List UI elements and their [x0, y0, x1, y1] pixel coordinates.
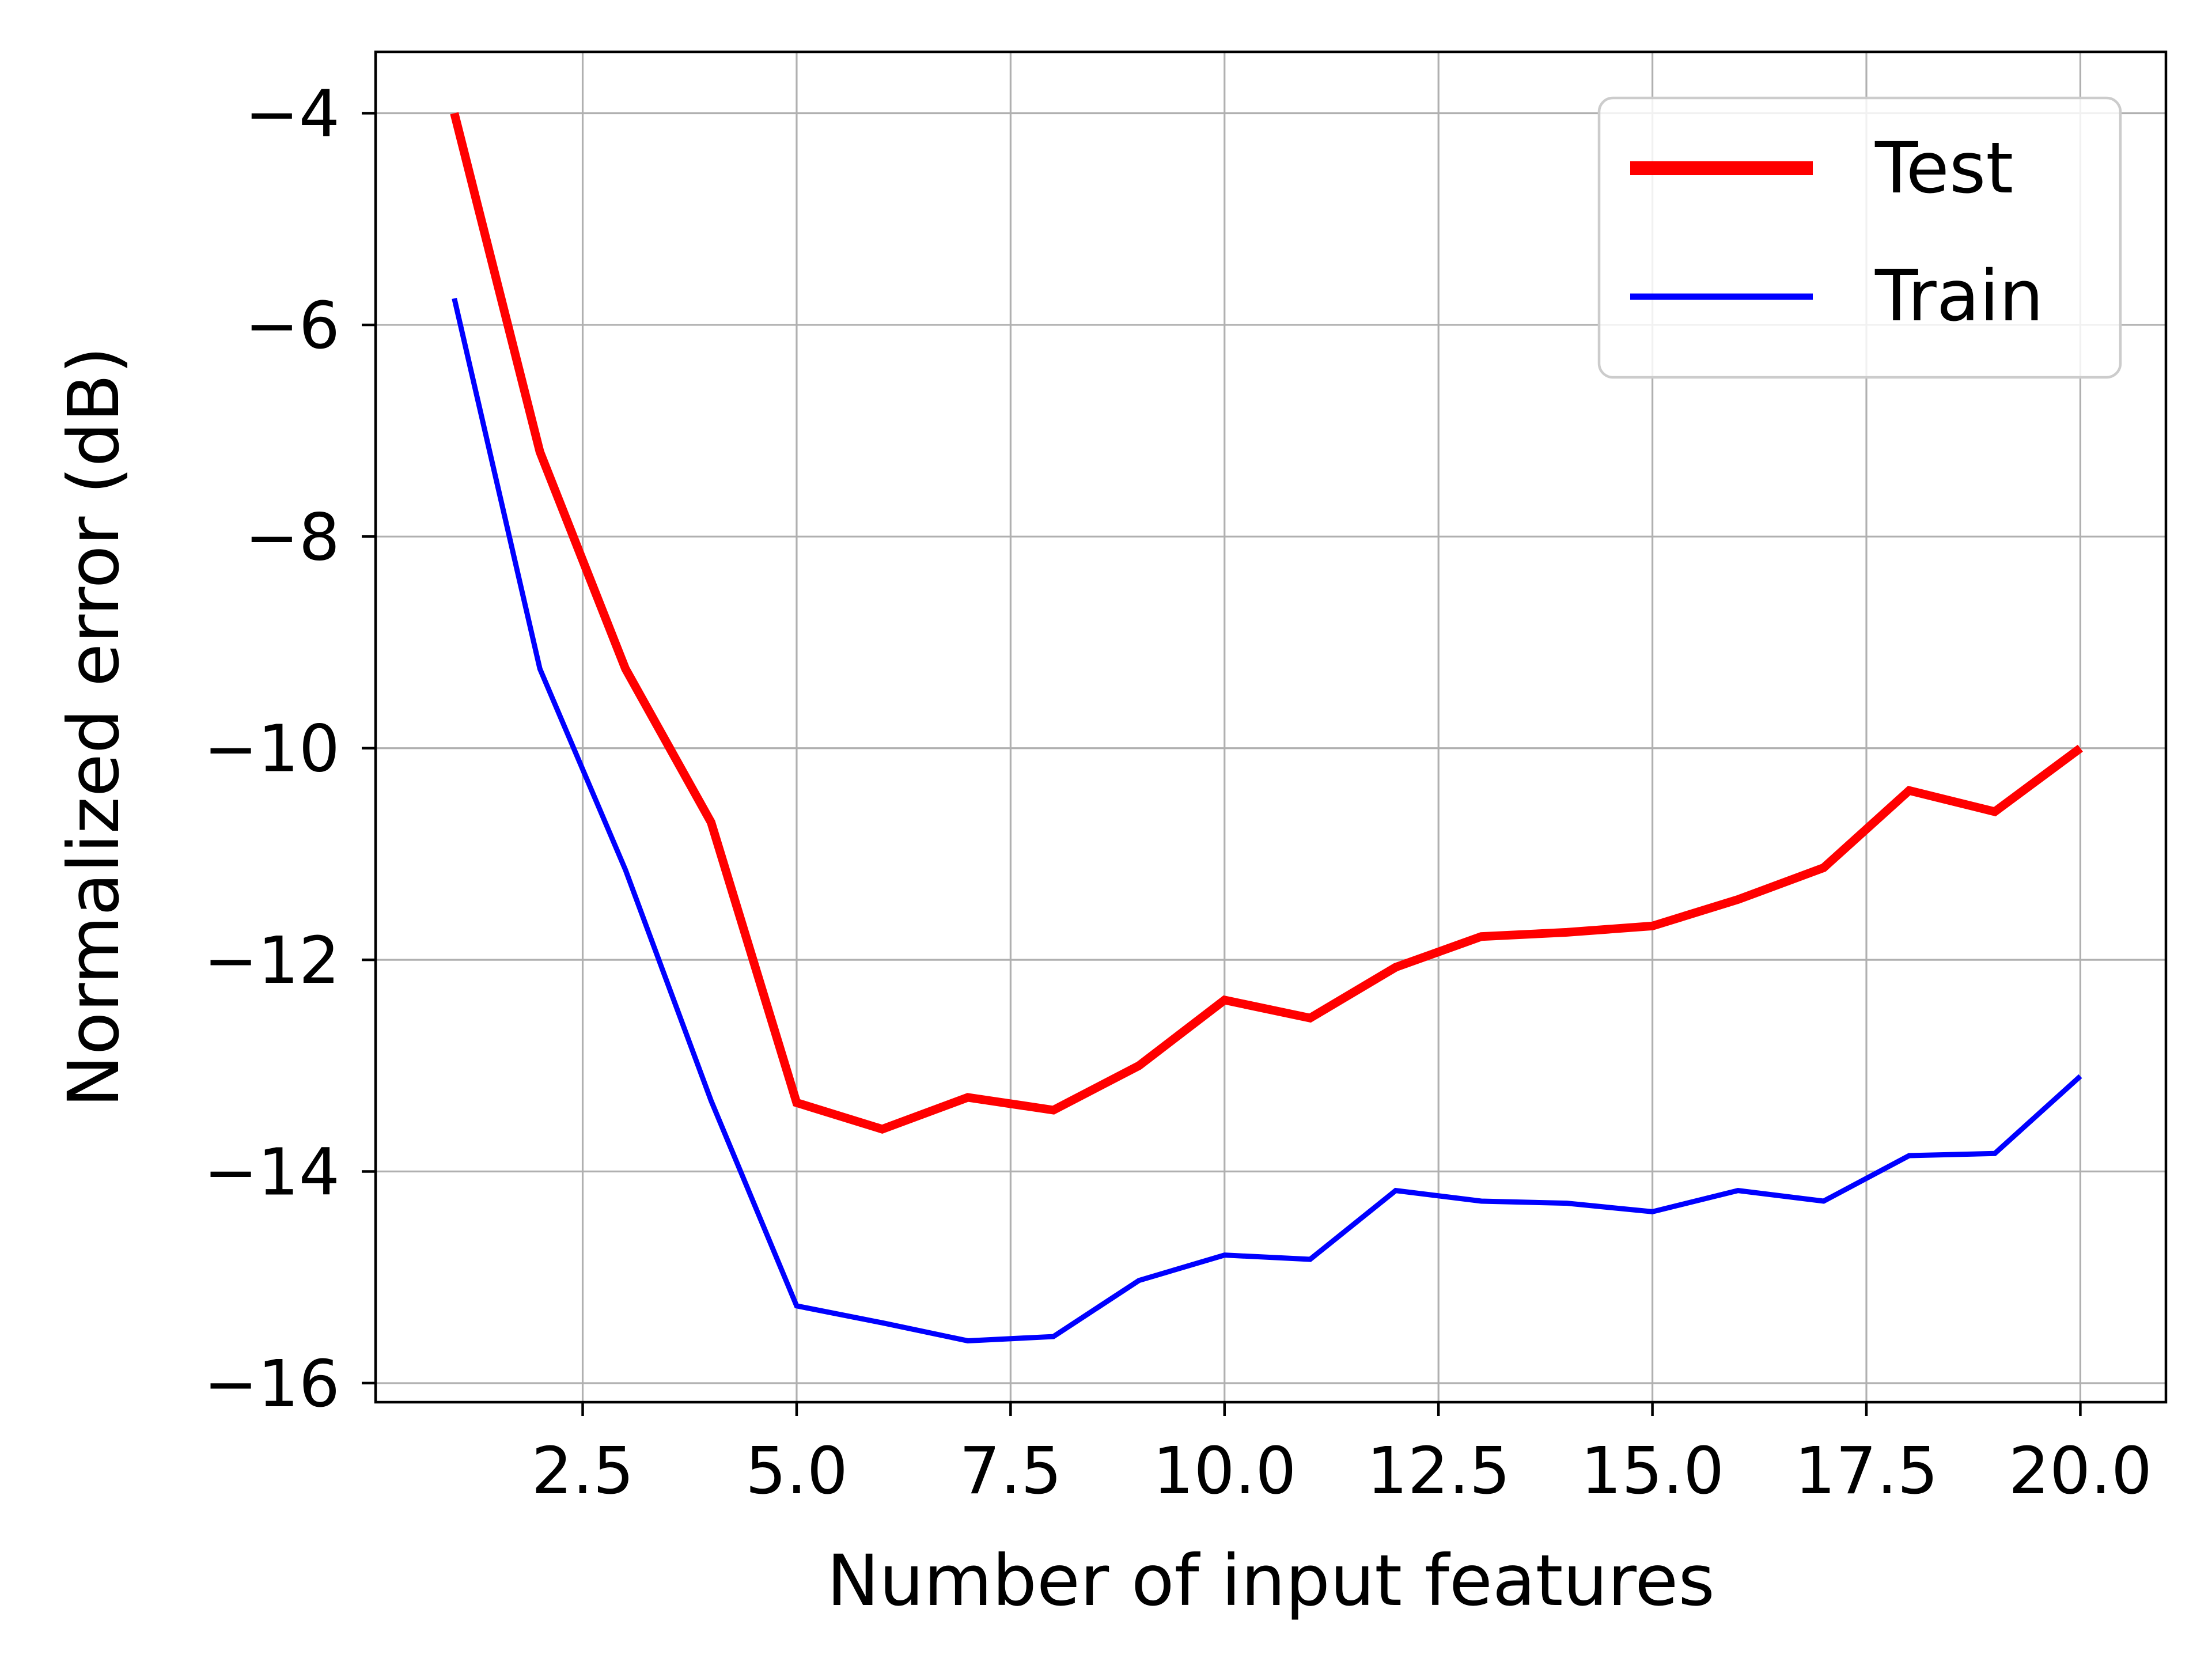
legend-test-label: Test — [1874, 127, 2013, 209]
series-lines — [450, 112, 2083, 1343]
y-tick-label: −8 — [245, 500, 340, 575]
series-line-train — [452, 298, 2082, 1343]
legend-train-label: Train — [1874, 255, 2044, 337]
plot-area-frame — [374, 50, 2168, 1404]
x-tick-label: 15.0 — [1581, 1434, 1724, 1509]
x-tick-label: 2.5 — [531, 1434, 634, 1509]
y-tick-label: −4 — [245, 77, 340, 152]
legend: Test Train — [1597, 96, 2122, 379]
y-tick-label: −14 — [204, 1135, 340, 1210]
y-tick-label: −16 — [204, 1347, 340, 1422]
y-tick-label: −10 — [204, 712, 340, 787]
series-line-test — [450, 112, 2083, 1134]
x-tick-label: 20.0 — [2009, 1434, 2152, 1509]
axis-ticks: 2.5 5.0 7.5 10.0 12.5 15.0 17.5 20.0 −4 −6 −8 −10 −1… — [204, 77, 2152, 1509]
x-axis-title: Number of input features — [827, 1540, 1715, 1622]
x-tick-label: 17.5 — [1794, 1434, 1938, 1509]
x-tick-label: 12.5 — [1367, 1434, 1510, 1509]
y-axis-title: Normalized error (dB) — [53, 346, 135, 1107]
x-tick-label: 7.5 — [959, 1434, 1062, 1509]
x-tick-label: 5.0 — [745, 1434, 848, 1509]
y-tick-label: −12 — [204, 923, 340, 998]
x-tick-label: 10.0 — [1153, 1434, 1296, 1509]
y-tick-label: −6 — [245, 289, 340, 364]
